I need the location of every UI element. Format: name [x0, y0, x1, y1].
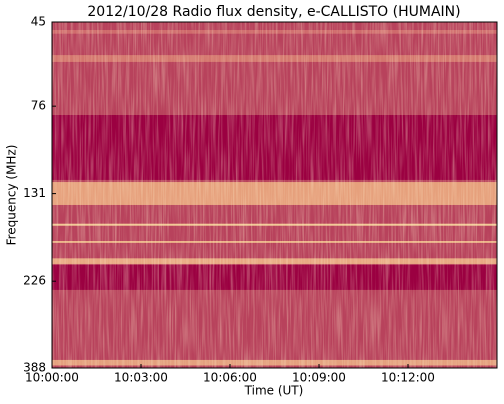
- x-tick-label: 10:00:00: [25, 371, 79, 385]
- x-axis-label: Time (UT): [244, 384, 304, 398]
- chart-title: 2012/10/28 Radio flux density, e-CALLIST…: [87, 4, 460, 20]
- plot-area: [52, 22, 497, 368]
- y-tick-label: 131: [23, 186, 46, 200]
- x-tick-label: 10:03:00: [114, 371, 168, 385]
- y-tick-label: 226: [23, 274, 46, 288]
- x-tick-label: 10:09:00: [292, 371, 346, 385]
- y-tick-label: 388: [23, 361, 46, 375]
- x-tick-label: 10:12:00: [381, 371, 435, 385]
- y-tick-label: 45: [31, 15, 46, 29]
- y-axis-label: Frequency (MHz): [5, 145, 19, 246]
- y-tick-label: 76: [31, 99, 46, 113]
- plot-frame: [51, 21, 498, 369]
- x-tick-label: 10:06:00: [203, 371, 257, 385]
- noise-texture: [52, 22, 497, 368]
